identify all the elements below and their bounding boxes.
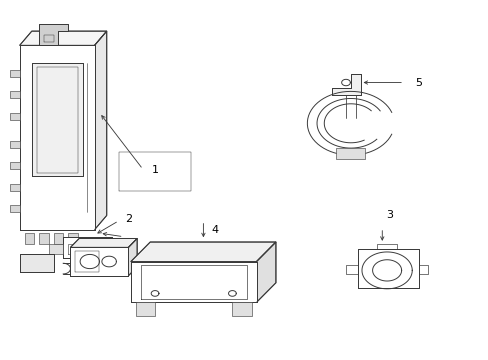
- Polygon shape: [10, 113, 20, 120]
- Text: 1: 1: [151, 166, 158, 175]
- Polygon shape: [70, 247, 128, 276]
- Polygon shape: [131, 242, 275, 261]
- Polygon shape: [20, 31, 106, 45]
- Text: 3: 3: [385, 211, 392, 220]
- Polygon shape: [256, 242, 275, 302]
- Polygon shape: [32, 63, 82, 176]
- Polygon shape: [128, 238, 137, 276]
- Polygon shape: [10, 184, 20, 191]
- Polygon shape: [10, 70, 20, 77]
- Polygon shape: [63, 237, 111, 258]
- Text: 4: 4: [211, 225, 219, 235]
- Polygon shape: [331, 74, 360, 95]
- Polygon shape: [336, 148, 365, 159]
- Polygon shape: [39, 233, 49, 244]
- Polygon shape: [136, 302, 155, 316]
- Text: 2: 2: [124, 214, 132, 224]
- Polygon shape: [20, 45, 95, 230]
- Text: 5: 5: [414, 77, 421, 87]
- Polygon shape: [10, 141, 20, 148]
- Polygon shape: [10, 162, 20, 169]
- Polygon shape: [10, 205, 20, 212]
- Polygon shape: [68, 233, 78, 244]
- Polygon shape: [232, 302, 251, 316]
- Polygon shape: [53, 233, 63, 244]
- Polygon shape: [70, 238, 137, 247]
- Polygon shape: [49, 244, 63, 255]
- Polygon shape: [95, 31, 106, 230]
- Polygon shape: [24, 233, 34, 244]
- Polygon shape: [20, 255, 53, 272]
- Polygon shape: [39, 24, 68, 45]
- Polygon shape: [131, 261, 256, 302]
- Polygon shape: [357, 249, 418, 288]
- Polygon shape: [10, 91, 20, 99]
